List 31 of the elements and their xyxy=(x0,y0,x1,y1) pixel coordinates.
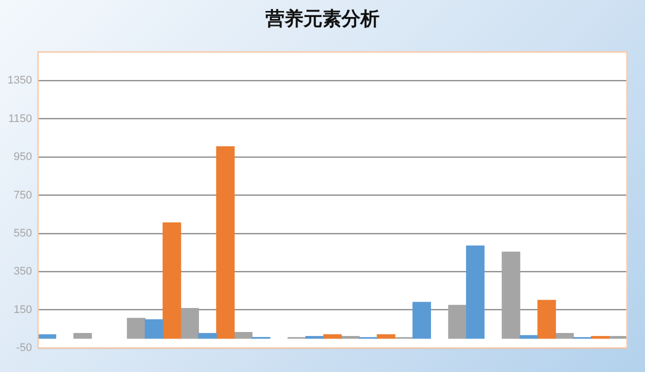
bar xyxy=(376,334,396,339)
bar xyxy=(216,146,235,339)
y-tick-label: 1150 xyxy=(8,112,32,125)
bar xyxy=(180,308,199,339)
bar xyxy=(198,332,217,339)
y-tick-label: 1350 xyxy=(8,74,32,87)
bar xyxy=(341,336,360,339)
bar xyxy=(520,335,538,339)
y-tick-label: 550 xyxy=(14,227,32,240)
y-tick-label: -50 xyxy=(16,342,32,354)
bar xyxy=(537,300,556,339)
y-tick-label: 350 xyxy=(14,266,32,278)
bar xyxy=(466,246,485,339)
bar xyxy=(608,336,627,339)
bar xyxy=(502,252,520,339)
y-tick-label: 150 xyxy=(14,304,32,316)
bar xyxy=(323,334,342,339)
bar xyxy=(448,304,467,339)
y-tick-label: 950 xyxy=(14,151,32,164)
bar xyxy=(38,334,56,339)
bar xyxy=(162,222,182,339)
bar xyxy=(555,332,574,339)
bar xyxy=(590,336,610,339)
bar xyxy=(126,318,146,339)
bar xyxy=(305,336,324,339)
bar xyxy=(412,302,431,339)
bar xyxy=(144,319,164,339)
bar xyxy=(73,332,92,339)
y-tick-label: 750 xyxy=(14,189,32,202)
chart-title: 营养元素分析 xyxy=(264,7,380,32)
bar xyxy=(234,332,253,339)
